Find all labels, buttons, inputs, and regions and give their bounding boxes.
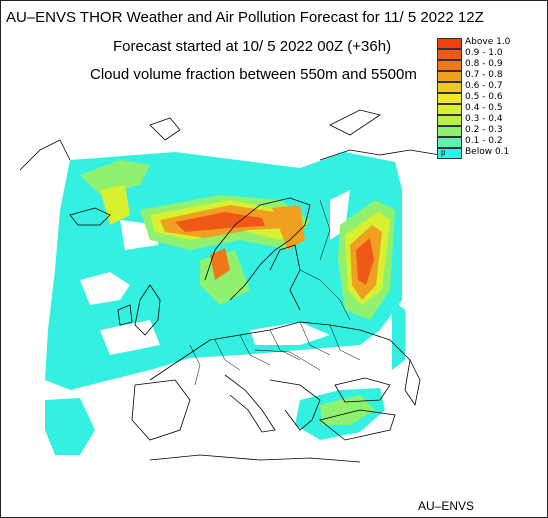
legend-swatch [437, 71, 462, 82]
legend-item: 0.5 - 0.6 [437, 92, 547, 104]
credit-label: AU–ENVS [418, 499, 475, 513]
map-title: AU–ENVS THOR Weather and Air Pollution F… [6, 9, 484, 26]
coast-greenland [19, 139, 71, 171]
coast-arctic-russia [319, 149, 441, 161]
legend-item: 0.6 - 0.7 [437, 81, 547, 93]
legend-swatch: p [437, 148, 462, 159]
legend-label: 0.9 - 1.0 [465, 48, 503, 58]
legend-label: 0.4 - 0.5 [465, 103, 503, 113]
color-legend: Above 1.0 0.9 - 1.0 0.8 - 0.9 0.7 - 0.8 … [437, 37, 547, 159]
coast-caspian [404, 358, 421, 407]
coastlines [19, 109, 441, 463]
legend-label: 0.3 - 0.4 [465, 114, 503, 124]
forecast-start-label: Forecast started at 10/ 5 2022 00Z (+36h… [113, 38, 392, 55]
legend-item: 0.3 - 0.4 [437, 114, 547, 126]
cloud-high [160, 205, 382, 300]
legend-label: 0.8 - 0.9 [465, 59, 503, 69]
legend-item: 0.1 - 0.2 [437, 136, 547, 148]
cloud-area-east [392, 300, 405, 370]
coast-europe [149, 321, 411, 381]
coast-turkey [319, 409, 396, 441]
legend-swatch [437, 38, 462, 49]
coast-ireland [117, 304, 133, 326]
legend-item: 0.4 - 0.5 [437, 103, 547, 115]
coast-balkans [269, 379, 321, 431]
variable-label: Cloud volume fraction between 550m and 5… [90, 66, 417, 83]
coast-italy [224, 374, 276, 433]
legend-label: Below 0.1 [465, 147, 510, 157]
legend-label: 0.7 - 0.8 [465, 70, 503, 80]
coast-britain [134, 284, 161, 336]
legend-swatch [437, 49, 462, 60]
legend-swatch [437, 126, 462, 137]
coast-iceland [69, 207, 111, 226]
legend-item: 0.2 - 0.3 [437, 125, 547, 137]
borders [189, 199, 361, 386]
legend-label: 0.5 - 0.6 [465, 92, 503, 102]
coast-svalbard [149, 117, 181, 141]
legend-swatch [437, 60, 462, 71]
legend-item: 0.7 - 0.8 [437, 70, 547, 82]
legend-label: 0.6 - 0.7 [465, 81, 503, 91]
legend-swatch [437, 82, 462, 93]
legend-label: 0.1 - 0.2 [465, 136, 503, 146]
coast-africa [149, 454, 361, 463]
coast-iberia [131, 379, 191, 441]
legend-swatch [437, 115, 462, 126]
legend-marker: p [441, 148, 446, 157]
cloud-area-south [45, 398, 95, 455]
coast-black-sea [334, 377, 391, 403]
coast-baltic [269, 244, 301, 311]
legend-label: Above 1.0 [465, 37, 511, 47]
legend-item: 0.9 - 1.0 [437, 48, 547, 60]
legend-label: 0.2 - 0.3 [465, 125, 503, 135]
legend-swatch [437, 137, 462, 148]
legend-item: p Below 0.1 [437, 147, 547, 159]
coast-novaya [329, 109, 381, 136]
legend-swatch [437, 104, 462, 115]
coast-scandinavia [204, 197, 311, 301]
legend-swatch [437, 93, 462, 104]
legend-item: 0.8 - 0.9 [437, 59, 547, 71]
legend-item: Above 1.0 [437, 37, 547, 49]
